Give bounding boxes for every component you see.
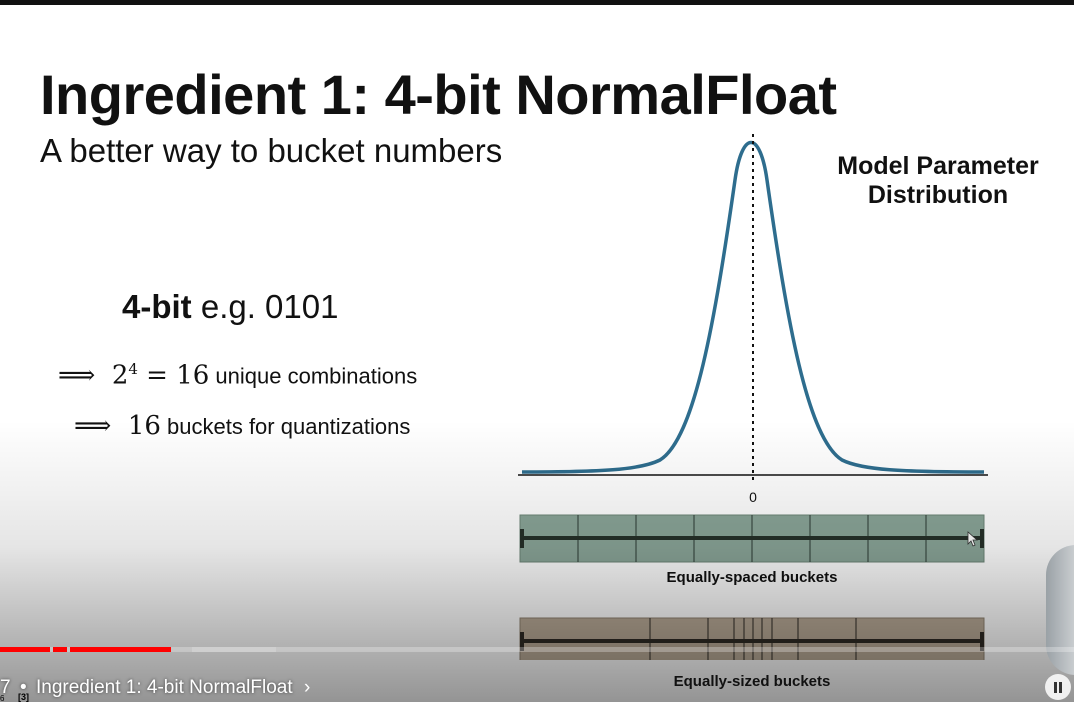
equally-sized-bucket-bar — [519, 617, 985, 660]
combinations-text: unique combinations — [209, 363, 418, 389]
equals-sixteen: = 16 — [137, 360, 210, 391]
pause-icon — [1054, 682, 1057, 693]
progress-played — [70, 647, 171, 652]
bit-example-text: e.g. 0101 — [191, 288, 339, 325]
progress-played — [53, 647, 67, 652]
chapter-title-button[interactable]: Ingredient 1: 4-bit NormalFloat — [36, 677, 293, 698]
corner-marker: [3] — [18, 692, 29, 702]
chapter-separator: • — [20, 677, 27, 698]
pause-icon — [1059, 682, 1062, 693]
power-base: 2 — [111, 360, 129, 391]
buckets-text: buckets for quantizations — [160, 414, 411, 439]
video-slide — [0, 5, 1074, 702]
time-fragment: 7 — [0, 677, 11, 698]
pause-button[interactable] — [1045, 674, 1071, 700]
zero-tick-label: 0 — [749, 489, 757, 505]
top-edge-bar — [0, 0, 1074, 5]
sixteen-number: 16 — [127, 411, 161, 441]
progress-played — [0, 647, 50, 652]
presenter-webcam-thumbnail — [1046, 545, 1074, 675]
slide-title: Ingredient 1: 4-bit NormalFloat — [40, 63, 837, 126]
combinations-line: ⟹ 24 = 16 unique combinations — [58, 360, 417, 391]
implies-arrow-icon: ⟹ — [58, 360, 96, 391]
bit-example-bold: 4-bit — [122, 288, 192, 325]
equally-sized-label: Equally-sized buckets — [673, 673, 831, 690]
implies-arrow-icon: ⟹ — [74, 411, 112, 441]
slide-subtitle: A better way to bucket numbers — [40, 132, 503, 169]
chevron-right-icon[interactable]: › — [304, 677, 311, 698]
buckets-line: ⟹ 16 buckets for quantizations — [74, 411, 410, 441]
equally-spaced-bucket-bar — [519, 514, 985, 563]
bit-example-line: 4-bit e.g. 0101 — [122, 288, 338, 326]
mouse-cursor-icon — [967, 531, 979, 547]
corner-number: 6 — [0, 694, 5, 703]
distribution-label: Model Parameter Distribution — [837, 152, 1039, 209]
power-exponent: 4 — [128, 360, 138, 378]
progress-track — [0, 647, 1074, 652]
video-progress-bar[interactable] — [0, 647, 1074, 652]
equally-spaced-label: Equally-spaced buckets — [666, 569, 838, 586]
distribution-diagram: 0 — [518, 134, 988, 660]
progress-buffered — [192, 647, 276, 652]
